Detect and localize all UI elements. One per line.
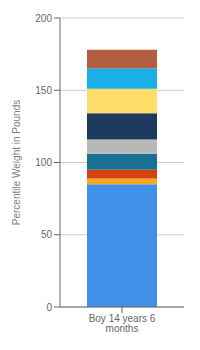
- svg-text:Boy 14 years 6months: Boy 14 years 6months: [89, 313, 156, 334]
- svg-text:150: 150: [35, 85, 52, 96]
- svg-text:50: 50: [41, 229, 53, 240]
- svg-text:200: 200: [35, 13, 52, 24]
- svg-text:Percentile Weight in Pounds: Percentile Weight in Pounds: [11, 100, 22, 225]
- svg-text:100: 100: [35, 157, 52, 168]
- svg-text:0: 0: [46, 302, 52, 313]
